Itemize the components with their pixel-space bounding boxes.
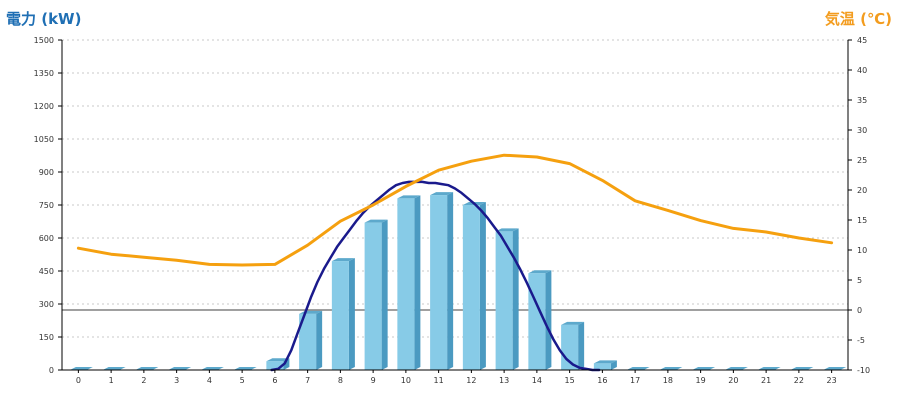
right-tick-label: 20 <box>857 186 867 195</box>
bar-top <box>692 367 716 370</box>
bar <box>593 363 611 370</box>
x-tick-label: 19 <box>696 376 706 385</box>
bar <box>364 222 382 370</box>
bar <box>299 313 317 370</box>
bar-top <box>561 321 585 325</box>
bar-side <box>447 192 454 370</box>
grid-lines <box>62 39 848 338</box>
bar-top <box>200 367 224 370</box>
right-tick-label: 40 <box>857 66 867 75</box>
bar-side <box>578 321 585 370</box>
x-tick-label: 16 <box>597 376 607 385</box>
bar-side <box>381 219 388 370</box>
bar-top <box>593 360 617 364</box>
bar-top <box>397 195 421 199</box>
right-tick-label: 25 <box>857 156 867 165</box>
bar-top <box>528 270 552 274</box>
right-tick-label: 5 <box>857 276 862 285</box>
bar-top <box>168 367 192 370</box>
x-tick-label: 9 <box>371 376 376 385</box>
bar-top <box>331 258 355 262</box>
x-tick-label: 14 <box>532 376 542 385</box>
x-tick-label: 3 <box>174 376 179 385</box>
line-series <box>76 153 834 372</box>
bar <box>266 361 284 370</box>
bar-top <box>790 367 814 370</box>
left-tick-label: 600 <box>39 234 54 243</box>
bar-top <box>757 367 781 370</box>
bar-top <box>364 219 388 223</box>
x-tick-label: 4 <box>207 376 212 385</box>
bar-top <box>823 367 847 370</box>
bar <box>528 273 546 370</box>
left-tick-label: 150 <box>39 333 54 342</box>
tick-labels: 01503004506007509001050120013501500-10-5… <box>34 36 870 385</box>
bar-top <box>724 367 748 370</box>
bar <box>430 195 448 370</box>
x-tick-label: 17 <box>630 376 640 385</box>
x-tick-label: 10 <box>401 376 411 385</box>
left-tick-label: 1500 <box>34 36 54 45</box>
bar-top <box>626 367 650 370</box>
right-tick-label: -10 <box>857 366 870 375</box>
left-tick-label: 900 <box>39 168 54 177</box>
bar-top <box>495 228 519 232</box>
left-tick-label: 1350 <box>34 69 54 78</box>
x-tick-label: 18 <box>663 376 673 385</box>
right-tick-label: 15 <box>857 216 867 225</box>
x-tick-label: 5 <box>240 376 245 385</box>
bar-side <box>512 228 519 370</box>
right-tick-label: 30 <box>857 126 867 135</box>
axes <box>61 40 849 371</box>
bar-side <box>479 202 486 370</box>
bar-side <box>414 195 421 370</box>
x-tick-label: 22 <box>794 376 804 385</box>
left-tick-label: 300 <box>39 300 54 309</box>
bar <box>331 261 349 370</box>
left-tick-label: 0 <box>49 366 54 375</box>
bar-top <box>233 367 257 370</box>
x-tick-label: 1 <box>109 376 114 385</box>
x-tick-label: 13 <box>499 376 509 385</box>
x-tick-label: 20 <box>728 376 738 385</box>
left-tick-label: 750 <box>39 201 54 210</box>
bar-top <box>102 367 126 370</box>
bar <box>397 198 415 370</box>
x-tick-label: 15 <box>565 376 575 385</box>
left-axis-title: 電力 (kW) <box>6 10 82 28</box>
x-tick-label: 11 <box>434 376 444 385</box>
right-tick-label: 10 <box>857 246 867 255</box>
right-tick-label: 35 <box>857 96 867 105</box>
bar <box>495 231 513 370</box>
bar-side <box>545 270 552 370</box>
temperature-line <box>76 153 834 267</box>
bar-side <box>610 360 617 370</box>
x-tick-label: 8 <box>338 376 343 385</box>
power-line <box>270 180 601 372</box>
left-tick-label: 450 <box>39 267 54 276</box>
x-tick-label: 0 <box>76 376 81 385</box>
bar <box>462 205 480 370</box>
bar-series <box>69 192 847 371</box>
right-tick-label: 45 <box>857 36 867 45</box>
right-tick-label: -5 <box>857 336 865 345</box>
x-tick-label: 21 <box>761 376 771 385</box>
x-tick-label: 2 <box>141 376 146 385</box>
bar-top <box>430 192 454 196</box>
left-tick-label: 1200 <box>34 102 54 111</box>
x-tick-label: 7 <box>305 376 310 385</box>
right-tick-label: 0 <box>857 306 862 315</box>
bar-top <box>659 367 683 370</box>
x-tick-label: 12 <box>466 376 476 385</box>
bar-top <box>135 367 159 370</box>
x-tick-label: 23 <box>827 376 837 385</box>
bar-side <box>316 310 323 370</box>
x-tick-label: 6 <box>272 376 277 385</box>
left-tick-label: 1050 <box>34 135 54 144</box>
bar-side <box>348 258 355 370</box>
right-axis-title: 気温 (℃) <box>824 10 892 28</box>
bar-top <box>69 367 93 370</box>
bar-top <box>266 358 290 362</box>
